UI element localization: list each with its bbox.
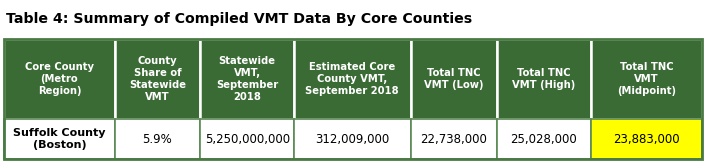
Bar: [201, 39, 294, 119]
Text: 23,883,000: 23,883,000: [614, 133, 680, 146]
Bar: [591, 39, 702, 119]
Text: 5,250,000,000: 5,250,000,000: [205, 133, 289, 146]
Text: Statewide
VMT,
September
2018: Statewide VMT, September 2018: [216, 56, 278, 102]
Text: County
Share of
Statewide
VMT: County Share of Statewide VMT: [129, 56, 186, 102]
Bar: [114, 119, 201, 159]
Bar: [201, 119, 294, 159]
Text: 5.9%: 5.9%: [143, 133, 172, 146]
Text: Table 4: Summary of Compiled VMT Data By Core Counties: Table 4: Summary of Compiled VMT Data By…: [6, 12, 472, 26]
Text: 312,009,000: 312,009,000: [315, 133, 390, 146]
Bar: [294, 119, 411, 159]
Bar: [411, 119, 497, 159]
Text: Core County
(Metro
Region): Core County (Metro Region): [25, 62, 94, 96]
Bar: [114, 39, 201, 119]
Bar: [591, 119, 702, 159]
Text: Estimated Core
County VMT,
September 2018: Estimated Core County VMT, September 201…: [306, 62, 399, 96]
Text: Total TNC
VMT
(Midpoint): Total TNC VMT (Midpoint): [617, 62, 676, 96]
Bar: [411, 39, 497, 119]
Text: 22,738,000: 22,738,000: [421, 133, 487, 146]
Bar: [4, 119, 114, 159]
Text: Total TNC
VMT (High): Total TNC VMT (High): [513, 68, 575, 90]
Bar: [4, 39, 702, 159]
Text: Total TNC
VMT (Low): Total TNC VMT (Low): [424, 68, 484, 90]
Bar: [497, 119, 591, 159]
Text: Suffolk County
(Boston): Suffolk County (Boston): [13, 128, 106, 150]
Bar: [294, 39, 411, 119]
Bar: [497, 39, 591, 119]
Bar: [4, 39, 114, 119]
Text: 25,028,000: 25,028,000: [510, 133, 578, 146]
